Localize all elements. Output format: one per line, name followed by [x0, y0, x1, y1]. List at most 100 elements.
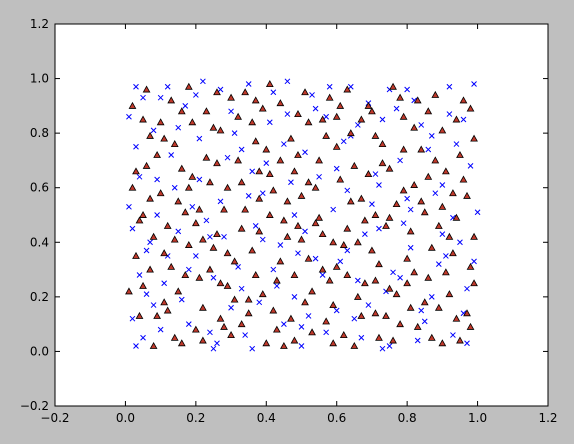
triangle-marker-point: [163, 221, 172, 229]
y-tick-labels: −0.2 0.0 0.2 0.4 0.6 0.8 1.0 1.2: [20, 17, 49, 413]
triangle-marker-point: [325, 276, 334, 284]
x-marker-point: [453, 141, 460, 147]
x-marker-point: [210, 274, 217, 281]
triangle-marker-point: [371, 210, 380, 218]
triangle-marker-point: [427, 333, 436, 341]
triangle-marker-point: [417, 145, 426, 153]
triangle-marker-point: [470, 134, 478, 142]
triangle-marker-point: [350, 161, 359, 169]
triangle-marker-point: [146, 131, 154, 139]
x-marker-point: [252, 223, 259, 229]
x-marker-point: [397, 157, 403, 164]
triangle-marker-point: [427, 243, 436, 251]
triangle-marker-point: [170, 235, 179, 243]
triangle-marker-point: [206, 178, 214, 186]
x-marker-point: [196, 135, 203, 142]
x-marker-point: [372, 171, 379, 177]
triangle-marker-point: [385, 213, 394, 221]
triangle-marker-point: [311, 183, 320, 191]
x-marker-point: [150, 127, 157, 134]
triangle-marker-point: [353, 292, 362, 300]
x-marker-point: [379, 345, 386, 352]
triangle-marker-point: [135, 216, 144, 224]
triangle-marker-point: [413, 96, 422, 104]
triangle-marker-point: [160, 134, 169, 142]
triangle-marker-point: [364, 101, 373, 109]
x-marker-point: [193, 92, 199, 98]
triangle-marker-point: [216, 314, 225, 322]
x-marker-point: [439, 231, 446, 237]
triangle-marker-point: [336, 101, 345, 109]
triangle-marker-point: [466, 322, 475, 330]
x-marker-point: [136, 272, 143, 278]
x-marker-point: [365, 302, 372, 308]
triangle-marker-point: [343, 224, 352, 232]
triangle-marker-point: [220, 205, 228, 213]
x-marker-point: [203, 217, 210, 224]
triangle-marker-point: [195, 205, 204, 213]
x-marker-point: [295, 250, 301, 257]
x-marker-point: [347, 83, 354, 90]
triangle-marker-point: [403, 254, 412, 262]
triangle-marker-point: [304, 254, 313, 262]
triangle-marker-point: [216, 126, 225, 134]
triangle-marker-point: [350, 341, 359, 349]
triangle-marker-point: [371, 276, 380, 284]
x-marker-point: [140, 334, 146, 341]
x-marker-point: [407, 244, 414, 251]
x-marker-point: [175, 124, 182, 131]
triangle-marker-point: [361, 279, 369, 287]
triangle-marker-point: [290, 336, 299, 344]
triangle-marker-point: [125, 287, 133, 295]
triangle-marker-point: [452, 213, 461, 221]
x-marker-point: [284, 78, 291, 85]
triangle-marker-point: [146, 194, 154, 202]
x-marker-point: [333, 307, 340, 314]
x-marker-point: [221, 233, 227, 240]
triangle-marker-point: [389, 82, 397, 90]
triangle-marker-point: [318, 265, 327, 273]
x-marker-point: [210, 345, 217, 352]
x-marker-point: [376, 225, 382, 232]
x-tick-label: 0.4: [257, 411, 276, 425]
y-tick-label: 0.8: [30, 126, 49, 140]
triangle-marker-point: [163, 306, 172, 314]
x-marker-point: [323, 113, 330, 120]
triangle-marker-point: [170, 140, 179, 148]
x-marker-point: [185, 321, 192, 327]
triangle-marker-series: [125, 80, 478, 349]
triangle-marker-point: [255, 167, 264, 175]
triangle-marker-point: [382, 221, 390, 229]
triangle-marker-point: [424, 172, 433, 180]
triangle-marker-point: [297, 191, 306, 199]
triangle-marker-point: [322, 131, 331, 139]
triangle-marker-point: [216, 279, 225, 287]
x-tick-label: −0.2: [40, 411, 69, 425]
x-marker-point: [354, 122, 361, 128]
triangle-marker-point: [368, 107, 376, 115]
y-tick-label: 0.4: [30, 235, 49, 249]
x-marker-point: [464, 285, 470, 292]
triangle-marker-point: [251, 96, 260, 104]
x-marker-point: [256, 299, 263, 306]
triangle-marker-point: [410, 123, 419, 131]
triangle-marker-point: [276, 156, 285, 164]
triangle-marker-point: [470, 232, 478, 240]
triangle-marker-point: [191, 219, 200, 227]
triangle-marker-point: [287, 314, 295, 322]
x-marker-point: [129, 315, 136, 322]
triangle-marker-point: [424, 107, 433, 115]
x-marker-point: [150, 302, 157, 308]
triangle-marker-point: [248, 118, 257, 126]
x-marker-point: [157, 94, 164, 101]
x-marker-point: [330, 206, 337, 213]
triangle-marker-point: [265, 210, 274, 218]
triangle-marker-point: [322, 317, 331, 325]
triangle-marker-point: [368, 246, 376, 254]
triangle-marker-point: [399, 145, 408, 153]
x-tick-label: 0.8: [398, 411, 417, 425]
triangle-marker-point: [339, 240, 348, 248]
triangle-marker-point: [332, 112, 341, 120]
triangle-marker-point: [449, 249, 457, 257]
x-marker-point: [298, 343, 305, 349]
